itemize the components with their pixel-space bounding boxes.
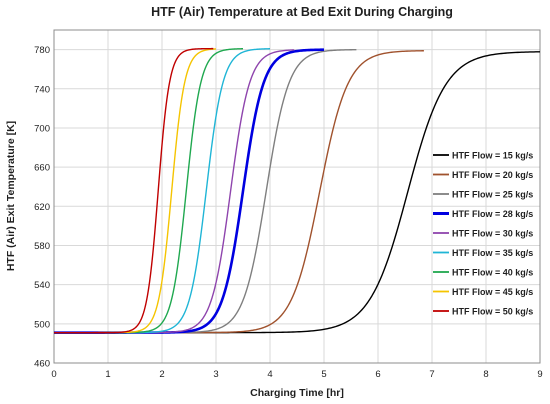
x-axis-label: Charging Time [hr] — [250, 387, 344, 399]
x-tick-label: 6 — [375, 369, 380, 380]
y-tick-label: 780 — [34, 45, 50, 56]
y-tick-label: 660 — [34, 163, 50, 174]
grid — [54, 30, 540, 363]
x-tick-label: 5 — [321, 369, 326, 380]
legend-label: HTF Flow = 28 kg/s — [452, 209, 533, 219]
chart-title: HTF (Air) Temperature at Bed Exit During… — [151, 5, 453, 19]
legend-label: HTF Flow = 45 kg/s — [452, 287, 533, 297]
x-axis-ticks: 0 1 2 3 4 5 6 7 8 9 — [51, 369, 542, 380]
legend: HTF Flow = 15 kg/s HTF Flow = 20 kg/s HTF … — [433, 151, 533, 317]
legend-label: HTF Flow = 50 kg/s — [452, 307, 533, 317]
plot-frame — [53, 29, 541, 364]
legend-label: HTF Flow = 25 kg/s — [452, 190, 533, 200]
y-tick-label: 540 — [34, 280, 50, 291]
y-tick-label: 740 — [34, 84, 50, 95]
y-tick-label: 500 — [34, 319, 50, 330]
series-line-4 — [53, 48, 325, 334]
x-tick-label: 9 — [537, 369, 542, 380]
x-tick-label: 0 — [51, 369, 56, 380]
legend-label: HTF Flow = 15 kg/s — [452, 151, 533, 161]
x-tick-label: 1 — [105, 369, 110, 380]
series-line-9 — [53, 47, 214, 334]
y-axis-label: HTF (Air) Exit Temperature [K] — [5, 121, 17, 271]
x-tick-label: 4 — [267, 369, 272, 380]
series-lines — [53, 47, 541, 334]
legend-label: HTF Flow = 30 kg/s — [452, 229, 533, 239]
y-tick-label: 620 — [34, 202, 50, 213]
series-line-3 — [54, 48, 357, 334]
y-tick-label: 460 — [34, 359, 50, 370]
x-tick-label: 2 — [159, 369, 164, 380]
x-tick-label: 7 — [429, 369, 434, 380]
y-axis-ticks: 460 500 540 580 620 660 700 740 780 — [34, 45, 50, 369]
legend-label: HTF Flow = 35 kg/s — [452, 248, 533, 258]
x-tick-label: 3 — [213, 369, 218, 380]
y-tick-label: 700 — [34, 123, 50, 134]
legend-label: HTF Flow = 40 kg/s — [452, 268, 533, 278]
legend-label: HTF Flow = 20 kg/s — [452, 170, 533, 180]
series-line-2 — [54, 50, 424, 334]
y-tick-label: 580 — [34, 241, 50, 252]
x-tick-label: 8 — [483, 369, 488, 380]
